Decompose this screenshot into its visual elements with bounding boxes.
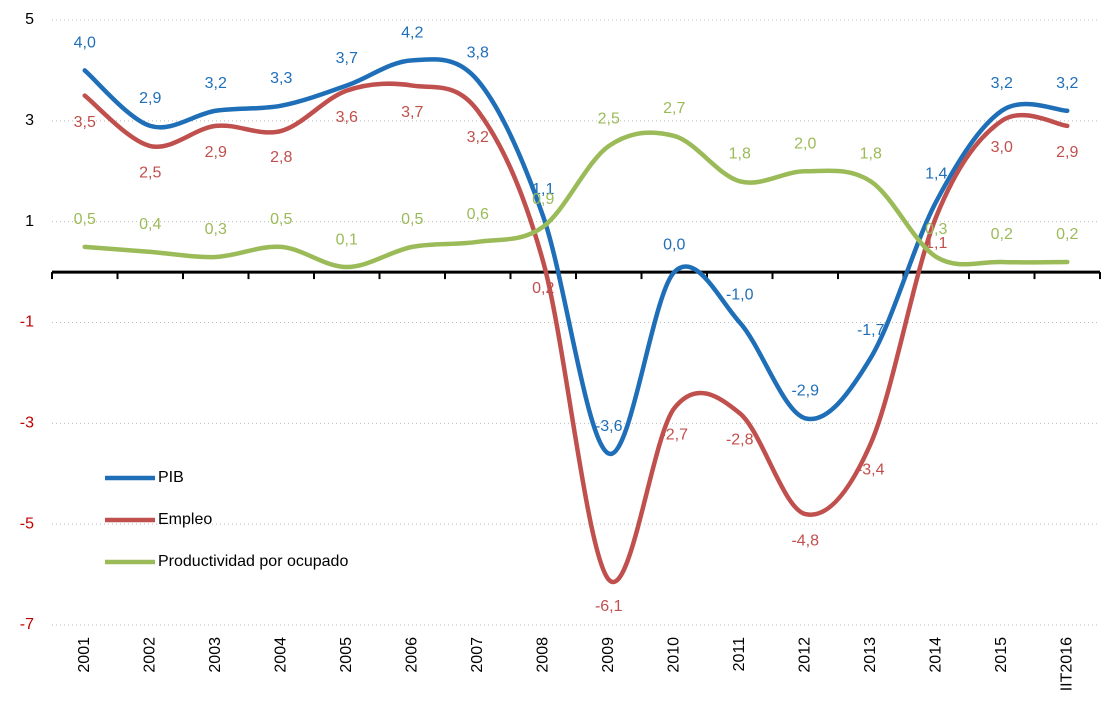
data-label: -3,4 (857, 462, 885, 479)
data-label: 4,2 (401, 25, 423, 42)
data-label: 1,1 (532, 181, 554, 198)
data-label: 3,6 (336, 109, 358, 126)
x-tick-label: 2014 (927, 637, 944, 673)
x-tick-label: 2009 (600, 637, 617, 673)
data-label: 2,7 (663, 100, 685, 117)
data-label: 3,7 (336, 50, 358, 67)
x-tick-label: 2010 (665, 637, 682, 673)
data-label: 3,0 (991, 139, 1013, 156)
data-label: 3,5 (74, 114, 96, 131)
data-label: 3,2 (991, 75, 1013, 92)
data-label: 0,2 (1056, 226, 1078, 243)
y-tick-label: -5 (20, 515, 34, 532)
x-tick-label: 2004 (272, 637, 289, 673)
data-label: 0,5 (74, 211, 96, 228)
y-tick-label: -1 (20, 314, 34, 331)
data-label: 0,2 (532, 280, 554, 297)
data-label: 1,4 (925, 166, 947, 183)
data-label: -2,9 (791, 383, 819, 400)
series-line (82, 57, 1070, 456)
data-label: 2,8 (270, 149, 292, 166)
x-tick-label: 2013 (862, 637, 879, 673)
data-label: -6,1 (595, 598, 623, 615)
legend-label: PIB (158, 469, 184, 486)
legend-label: Empleo (158, 511, 212, 528)
data-label: 4,0 (74, 35, 96, 52)
data-label: -2,7 (660, 426, 688, 443)
x-tick-label: 2005 (338, 637, 355, 673)
x-tick-label: 2002 (141, 637, 158, 673)
x-tick-label: 2003 (207, 637, 224, 673)
data-label: 0,5 (270, 211, 292, 228)
data-label: -1,0 (726, 287, 754, 304)
y-tick-label: 5 (25, 11, 34, 28)
y-tick-label: -3 (20, 415, 34, 432)
data-label: 3,2 (205, 75, 227, 92)
data-label: 1,8 (860, 146, 882, 163)
data-label: 0,9 (532, 191, 554, 208)
data-label: 3,7 (401, 104, 423, 121)
data-label: 3,3 (270, 70, 292, 87)
data-label: -4,8 (791, 532, 819, 549)
data-label: 3,2 (467, 129, 489, 146)
legend-label: Productividad por ocupado (158, 553, 348, 570)
data-label: 2,5 (139, 164, 161, 181)
x-tick-label: 2011 (731, 637, 748, 672)
data-label: 0,6 (467, 206, 489, 223)
data-label: 0,0 (663, 236, 685, 253)
x-tick-label: 2015 (993, 637, 1010, 673)
x-tick-label: 2001 (76, 637, 93, 673)
data-label: 0,1 (336, 231, 358, 248)
data-label: 0,3 (205, 221, 227, 238)
data-label: 2,9 (139, 90, 161, 107)
series-line (82, 81, 1070, 585)
y-tick-label: 1 (25, 213, 34, 230)
data-label: 2,0 (794, 135, 816, 152)
x-tick-label: 2006 (403, 637, 420, 673)
data-label: 2,9 (205, 144, 227, 161)
data-label: 2,9 (1056, 144, 1078, 161)
x-tick-label: 2012 (796, 637, 813, 673)
data-label: 1,1 (925, 235, 947, 252)
data-label: -1,7 (857, 322, 885, 339)
x-tick-label: 2007 (469, 637, 486, 673)
data-label: 3,2 (1056, 75, 1078, 92)
data-label: 0,4 (139, 216, 161, 233)
x-tick-label: 2008 (534, 637, 551, 673)
data-label: 0,3 (925, 221, 947, 238)
y-tick-label: -7 (20, 616, 34, 633)
data-label: 3,8 (467, 45, 489, 62)
data-label: 0,2 (991, 226, 1013, 243)
data-label: 2,5 (598, 110, 620, 127)
x-tick-label: IIT2016 (1058, 637, 1075, 691)
series-line (82, 130, 1070, 270)
data-label: -3,6 (595, 418, 623, 435)
y-tick-label: 3 (25, 112, 34, 129)
data-label: 0,5 (401, 211, 423, 228)
data-label: 1,8 (729, 146, 751, 163)
data-label: -2,8 (726, 431, 754, 448)
